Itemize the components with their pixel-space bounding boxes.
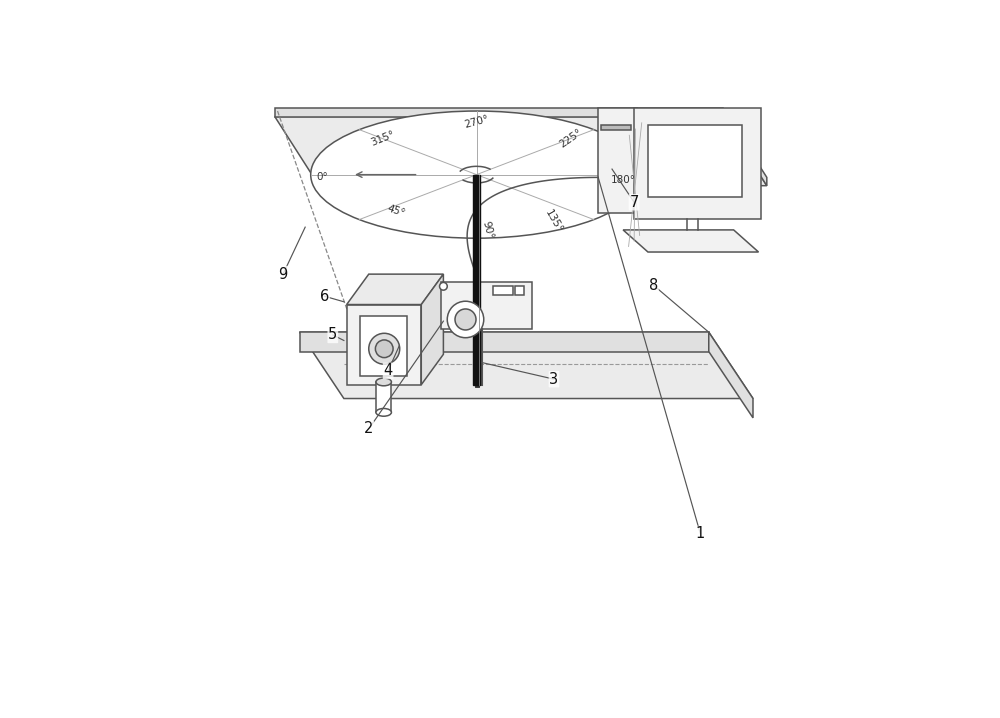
Text: 225°: 225° — [557, 127, 584, 150]
Circle shape — [375, 340, 393, 358]
Circle shape — [455, 309, 476, 330]
Polygon shape — [723, 108, 767, 186]
Polygon shape — [421, 274, 443, 385]
Polygon shape — [347, 274, 443, 304]
Circle shape — [369, 333, 400, 364]
Bar — [360, 316, 407, 376]
Polygon shape — [275, 108, 723, 116]
Text: 0°: 0° — [316, 172, 328, 182]
Text: 4: 4 — [383, 363, 393, 378]
Text: 5: 5 — [328, 327, 337, 342]
Bar — [473, 174, 480, 385]
Ellipse shape — [376, 378, 391, 386]
Bar — [598, 108, 637, 213]
Polygon shape — [300, 332, 753, 398]
Bar — [376, 382, 391, 412]
Bar — [648, 125, 742, 197]
Text: 3: 3 — [549, 372, 559, 387]
Text: 7: 7 — [629, 195, 639, 210]
Text: 90°: 90° — [480, 220, 495, 240]
Bar — [634, 108, 761, 219]
Text: 180°: 180° — [611, 175, 636, 185]
Text: 315°: 315° — [369, 129, 396, 148]
Bar — [515, 286, 524, 294]
Circle shape — [447, 302, 484, 337]
Polygon shape — [623, 230, 759, 252]
Text: 9: 9 — [278, 266, 288, 281]
Bar — [601, 125, 631, 131]
Polygon shape — [300, 332, 709, 352]
Text: 135°: 135° — [543, 208, 565, 235]
Ellipse shape — [311, 111, 642, 238]
Text: 8: 8 — [649, 278, 658, 293]
Polygon shape — [275, 116, 767, 186]
Polygon shape — [709, 332, 753, 418]
Circle shape — [440, 282, 447, 290]
Text: 1: 1 — [696, 526, 705, 541]
Ellipse shape — [376, 409, 391, 416]
Text: 270°: 270° — [463, 114, 490, 130]
Bar — [493, 286, 512, 294]
Text: 45°: 45° — [386, 203, 407, 218]
Text: 2: 2 — [364, 421, 373, 437]
Text: 6: 6 — [320, 289, 329, 304]
Bar — [347, 304, 421, 385]
Bar — [441, 282, 532, 330]
